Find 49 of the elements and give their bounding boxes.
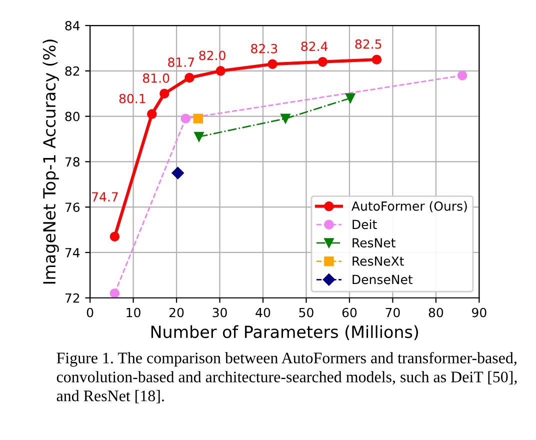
y-tick-label: 78 (65, 157, 80, 167)
x-tick-label: 10 (126, 308, 140, 318)
point (372, 54, 382, 64)
point (457, 70, 468, 80)
point (184, 72, 194, 83)
point (110, 232, 120, 242)
data-label: 82.4 (301, 42, 328, 52)
x-tick-label: 40 (256, 308, 270, 318)
x-tick-label: 60 (342, 308, 357, 318)
x-tick-label: 80 (428, 308, 444, 318)
data-label: 80.1 (119, 94, 146, 104)
point (268, 59, 278, 69)
x-tick-label: 30 (212, 308, 227, 318)
point (193, 114, 204, 124)
legend-label: ResNeXt (352, 256, 404, 266)
y-tick-label: 80 (65, 112, 80, 122)
point (110, 288, 120, 298)
point (345, 93, 356, 104)
y-tick-label: 84 (65, 20, 80, 30)
legend-label: Deit (352, 219, 377, 230)
data-label: 82.0 (199, 50, 226, 60)
data-label: 82.5 (355, 39, 382, 49)
data-label: 81.0 (143, 73, 170, 83)
y-tick-label: 74 (65, 248, 80, 258)
y-tick-label: 82 (65, 66, 80, 76)
point (216, 66, 226, 76)
point (172, 166, 184, 180)
y-axis-title: ImageNet Top-1 Accuracy (%) (42, 40, 59, 284)
point (318, 56, 328, 67)
data-label: 74.7 (92, 192, 118, 202)
x-tick-label: 70 (386, 308, 400, 318)
caption: Figure 1. The comparison between AutoFormers and transformer-based, convolution-based and architecture-searched models, such as DeiT [50], and ResNet [18]. (56, 352, 517, 404)
x-tick-label: 50 (299, 308, 314, 318)
legend-label: AutoFormer (Ours) (352, 201, 467, 212)
point (160, 88, 170, 98)
point (280, 114, 290, 124)
data-label: 82.3 (251, 44, 278, 54)
legend-label: DenseNet (352, 274, 413, 284)
legend-label: ResNet (352, 238, 396, 248)
x-axis-title: Number of Parameters (Millions) (151, 325, 418, 340)
x-tick-label: 90 (472, 308, 486, 318)
x-tick-label: 20 (169, 308, 184, 318)
point (147, 109, 157, 119)
point (180, 114, 190, 124)
y-tick-label: 76 (65, 202, 80, 212)
y-tick-label: 72 (65, 293, 80, 303)
point (194, 132, 204, 142)
data-label: 81.7 (168, 58, 194, 67)
x-tick-label: 0 (86, 308, 94, 318)
